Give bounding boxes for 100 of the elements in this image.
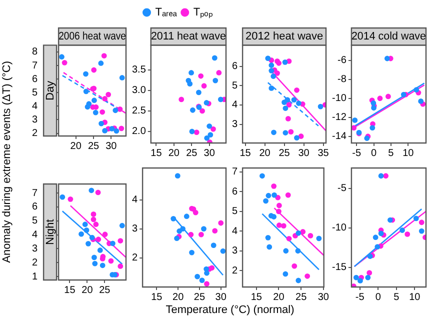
point — [178, 96, 184, 102]
point — [276, 222, 282, 228]
y-tick-label: -10 — [332, 93, 347, 104]
x-tick-label: 5 — [388, 148, 394, 159]
point — [404, 232, 410, 237]
point — [119, 222, 125, 228]
point — [62, 60, 68, 66]
x-tick-label: 20 — [273, 292, 285, 303]
point — [365, 274, 371, 280]
point — [266, 192, 272, 198]
point — [102, 232, 108, 238]
point — [212, 78, 218, 84]
legend-label: Tₚₒₚ — [193, 6, 212, 19]
point — [280, 223, 286, 229]
x-tick-label: 30 — [204, 148, 216, 159]
point — [282, 271, 288, 277]
point — [86, 101, 92, 107]
point — [188, 70, 194, 76]
point — [204, 135, 210, 141]
point — [92, 110, 98, 116]
point — [386, 94, 391, 100]
x-tick-label: 20 — [172, 292, 184, 303]
x-tick-label: 30 — [215, 292, 227, 303]
point — [174, 173, 180, 179]
point — [204, 266, 210, 272]
point — [276, 208, 282, 214]
x-tick-label: 20 — [259, 148, 271, 159]
y-tick-label: -12 — [332, 112, 347, 124]
y-axis-title: Anomaly during extreme events (ΔT) (°C) — [1, 61, 13, 263]
y-tick-label: 2 — [32, 257, 38, 268]
x-tick-label: 35 — [318, 148, 330, 159]
y-tick-label: 4 — [232, 226, 238, 237]
y-tick-label: -10 — [332, 222, 347, 234]
x-tick-label: 15 — [250, 292, 262, 303]
point — [100, 262, 106, 268]
point — [118, 126, 124, 132]
point — [83, 71, 88, 77]
point — [285, 116, 291, 122]
point — [377, 96, 383, 102]
y-tick-label: 6 — [232, 186, 238, 198]
point — [100, 109, 106, 115]
x-tick-label: 15 — [240, 148, 252, 159]
point — [68, 196, 74, 202]
y-tick-label: -6 — [338, 55, 347, 66]
point — [288, 129, 294, 135]
y-tick-label: 4 — [32, 100, 38, 112]
y-tick-label: 1 — [32, 271, 38, 282]
y-tick-label: -5 — [338, 183, 347, 194]
point — [358, 278, 363, 284]
point — [88, 188, 94, 194]
y-tick-label: 3 — [132, 224, 138, 235]
point — [260, 173, 265, 179]
x-tick-label: -5 — [352, 148, 362, 159]
x-tick-label: 15 — [64, 284, 76, 296]
y-tick-label: 3 — [32, 114, 38, 126]
point — [298, 134, 304, 139]
point — [370, 100, 376, 106]
y-tick-label: 2.5 — [132, 106, 146, 117]
y-tick-label: 4 — [32, 230, 38, 241]
point — [199, 278, 205, 284]
point — [296, 100, 302, 106]
x-tick-label: 30 — [298, 148, 310, 159]
point — [266, 244, 272, 250]
point — [198, 232, 204, 238]
point — [271, 214, 277, 220]
point — [282, 59, 288, 65]
point — [86, 240, 91, 246]
point — [378, 173, 384, 179]
point — [400, 228, 405, 233]
point — [383, 173, 389, 179]
point — [198, 73, 204, 79]
point — [318, 104, 324, 110]
point — [60, 194, 66, 200]
chart-title: 2011 heat wave — [150, 30, 226, 43]
point — [187, 81, 193, 87]
point — [400, 92, 406, 98]
y-tick-label: 7 — [232, 166, 238, 178]
point — [304, 273, 310, 279]
point — [194, 274, 200, 280]
y-tick-label: 6 — [32, 202, 38, 213]
point — [295, 248, 301, 254]
y-tick-label: 6 — [32, 74, 38, 85]
point — [119, 75, 125, 80]
point — [374, 244, 380, 250]
x-tick-label: 25 — [194, 292, 206, 303]
point — [294, 87, 300, 93]
x-axis-title: Temperature (°C) (normal) — [164, 304, 296, 316]
point — [192, 210, 198, 216]
y-tick-label: 7 — [32, 188, 38, 199]
point — [91, 67, 97, 73]
chart-title: 2014 cold wave — [351, 30, 426, 43]
y-tick-label: 3 — [232, 246, 238, 257]
point — [387, 217, 393, 223]
y-tick-label: -8 — [338, 74, 347, 86]
point — [300, 229, 306, 234]
chart-title: 2012 heat wave — [245, 30, 324, 43]
point — [367, 254, 373, 259]
y-tick-label: 5 — [32, 216, 38, 227]
point — [210, 126, 216, 132]
y-tick-label: 2 — [132, 252, 138, 264]
